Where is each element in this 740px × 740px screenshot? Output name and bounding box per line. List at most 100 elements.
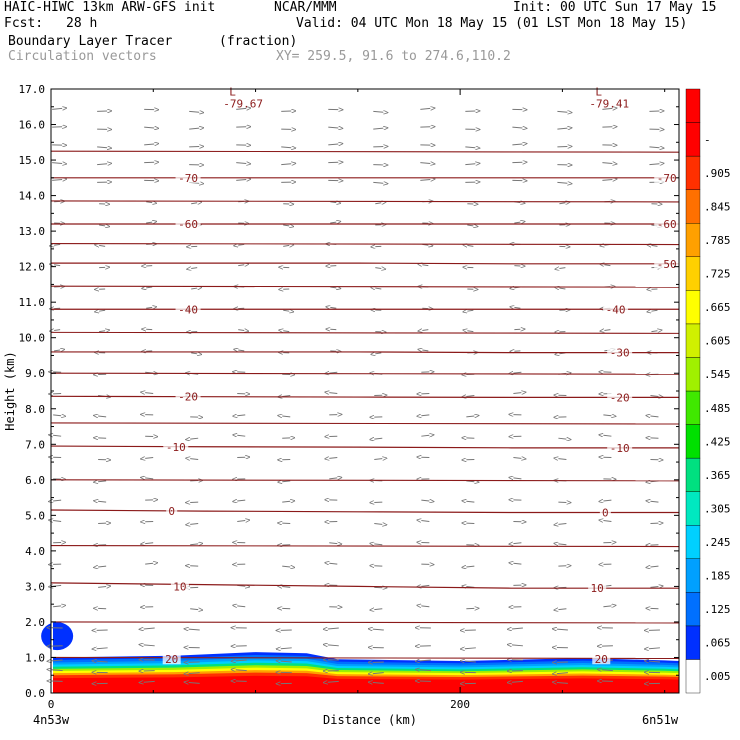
contour-label: 20 xyxy=(595,653,608,666)
organization-label: NCAR/MMM xyxy=(274,0,337,15)
circulation-vector xyxy=(97,648,108,649)
circulation-vector xyxy=(282,501,290,502)
isotherm-line xyxy=(50,331,680,334)
circulation-vector xyxy=(374,459,382,460)
y-tick-label: 14.0 xyxy=(19,190,46,203)
y-tick-label: 2.0 xyxy=(25,616,45,629)
circulation-vector xyxy=(282,587,291,588)
circulation-vector xyxy=(53,435,62,436)
circulation-vector xyxy=(649,147,659,148)
x-axis-right-end-label: 6n51w xyxy=(642,713,679,727)
isotherm-0 xyxy=(50,509,679,514)
y-axis-title: Height (km) xyxy=(3,351,17,430)
circulation-vector xyxy=(238,350,245,351)
circulation-vector xyxy=(191,203,197,204)
circulation-vector xyxy=(329,563,338,564)
contour-label: -40 xyxy=(178,303,198,316)
circulation-vector xyxy=(52,179,62,180)
x-tick-label: 0 xyxy=(48,698,55,711)
circulation-vector xyxy=(328,645,339,646)
circulation-vector xyxy=(374,609,383,610)
contour-label: -20 xyxy=(610,391,630,404)
circulation-vector xyxy=(421,415,430,416)
y-tick-label: 17.0 xyxy=(19,83,46,96)
contour-label-background xyxy=(592,654,611,665)
contour-label-background xyxy=(607,347,633,358)
circulation-vector xyxy=(189,111,199,112)
circulation-vector xyxy=(557,673,568,674)
circulation-vector xyxy=(189,629,200,630)
circulation-vector xyxy=(328,127,338,128)
circulation-vector xyxy=(374,523,382,524)
circulation-vector xyxy=(651,310,658,311)
y-tick-label: 13.0 xyxy=(19,225,46,238)
colorbar-swatch xyxy=(685,357,701,392)
isotherm-line xyxy=(50,285,680,288)
contour-label: -70 xyxy=(657,172,677,185)
x-axis-left-end-label: 4n53w xyxy=(33,713,70,727)
circulation-vector xyxy=(189,673,200,674)
contour-layer: 10 10 0 0 -10 -10 -20 -20 -30 -40 -40 -50 -60 -60 -70 -… xyxy=(50,85,680,666)
contour-label: 0 xyxy=(168,505,175,518)
isotherm-line xyxy=(50,150,680,153)
circulation-vector xyxy=(237,415,246,416)
contour-label-background xyxy=(654,219,680,230)
field-name: Boundary Layer Tracer xyxy=(8,34,173,49)
circulation-vector xyxy=(602,108,612,109)
circulation-vector xyxy=(146,307,152,308)
circulation-vector xyxy=(603,500,612,501)
circulation-vector xyxy=(467,245,474,246)
circulation-vector xyxy=(557,629,568,630)
contour-label-background xyxy=(163,441,189,452)
colorbar-swatch xyxy=(685,525,701,559)
circulation-vector xyxy=(422,350,429,351)
circulation-vector xyxy=(145,458,154,459)
circulation-vector xyxy=(467,331,474,332)
circulation-vector xyxy=(53,521,62,522)
circulation-vector xyxy=(144,681,155,682)
circulation-vector xyxy=(557,682,568,683)
circulation-vector xyxy=(283,225,289,226)
circulation-vector xyxy=(98,566,107,567)
circulation-vector xyxy=(649,648,660,649)
circulation-vector xyxy=(557,182,567,183)
contour-label: -30 xyxy=(610,347,630,360)
circulation-vector xyxy=(602,179,612,180)
y-tick-label: 5.0 xyxy=(25,509,45,522)
colorbar-label: .665 xyxy=(704,301,731,314)
circulation-vector xyxy=(375,268,381,269)
contour-label-background xyxy=(170,581,189,592)
circulation-vector xyxy=(191,288,197,289)
circulation-vector xyxy=(513,393,521,394)
y-tick-label: 11.0 xyxy=(19,296,46,309)
field-units: (fraction) xyxy=(219,34,298,49)
circulation-vector xyxy=(52,163,62,164)
circulation-vector xyxy=(281,147,291,148)
contour-label-background xyxy=(175,304,201,315)
axis-layer: 0.0 1.0 2.0 3.0 4.0 5.0 6.0 7.0 8.0 9.0 10.0 11.0 12… xyxy=(19,83,679,711)
colorbar-swatch xyxy=(685,290,701,325)
circulation-vector xyxy=(190,544,198,545)
contour-label-background xyxy=(607,442,633,453)
overlay-name: Circulation vectors xyxy=(8,49,157,64)
circulation-vector xyxy=(283,245,289,246)
contour-label-background xyxy=(166,506,178,517)
colorbar-swatch xyxy=(685,457,701,492)
circulation-vector xyxy=(54,350,60,351)
circulation-vector xyxy=(99,310,106,311)
circulation-vector xyxy=(421,606,430,607)
circulation-vector xyxy=(144,127,154,128)
circulation-vector xyxy=(145,563,153,564)
circulation-vector xyxy=(512,628,523,629)
circulation-vector xyxy=(604,265,611,266)
circulation-vector xyxy=(236,108,246,109)
plot-frame xyxy=(50,88,680,694)
circulation-vector xyxy=(557,111,567,112)
y-tick-label: 1.0 xyxy=(25,651,45,664)
contour-label: -50 xyxy=(657,258,677,271)
circulation-vector xyxy=(329,458,338,459)
cross-section-coordinates: XY= 259.5, 91.6 to 274.6,110.2 xyxy=(276,49,511,64)
circulation-vector xyxy=(467,225,473,226)
contour-label-background xyxy=(654,258,680,269)
contour-label: -60 xyxy=(657,218,677,231)
